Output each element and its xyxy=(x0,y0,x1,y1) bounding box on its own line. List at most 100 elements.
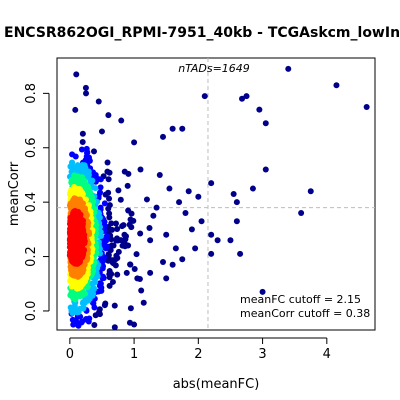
data-point xyxy=(83,90,90,97)
data-point xyxy=(105,257,112,264)
data-point xyxy=(198,218,205,225)
data-point xyxy=(131,139,138,146)
data-point xyxy=(113,237,120,244)
data-point xyxy=(195,193,202,200)
data-point xyxy=(163,275,170,282)
data-point xyxy=(78,146,85,153)
data-point xyxy=(92,312,99,319)
data-point xyxy=(333,82,340,89)
x-tick-label: 4 xyxy=(323,347,331,362)
data-point xyxy=(137,166,144,173)
data-point xyxy=(76,305,83,312)
data-point xyxy=(95,98,102,105)
data-point xyxy=(96,280,103,287)
data-point xyxy=(208,231,215,238)
data-point xyxy=(259,288,266,295)
data-point xyxy=(172,245,179,252)
data-point xyxy=(230,191,237,197)
data-point xyxy=(179,125,186,132)
data-point xyxy=(127,261,134,268)
data-point xyxy=(127,216,134,223)
plot-frame xyxy=(56,57,376,331)
data-point xyxy=(123,269,130,276)
data-point xyxy=(160,259,166,265)
data-point xyxy=(111,302,118,309)
data-point xyxy=(156,171,163,178)
data-point xyxy=(100,263,107,270)
data-points xyxy=(66,65,370,331)
data-point xyxy=(262,166,269,173)
data-point xyxy=(101,302,108,309)
data-point xyxy=(106,282,113,289)
data-point xyxy=(125,207,132,214)
data-point xyxy=(106,195,113,202)
data-point xyxy=(169,125,176,132)
data-point xyxy=(192,245,199,252)
data-point xyxy=(176,199,183,206)
data-point xyxy=(82,84,89,91)
data-point xyxy=(105,205,112,212)
data-point xyxy=(146,224,153,231)
x-tick-label: 3 xyxy=(258,347,266,362)
data-point xyxy=(105,112,112,119)
ntads-annotation: nTADs=1649 xyxy=(178,62,250,75)
data-point xyxy=(119,242,126,249)
y-axis-label: meanCorr xyxy=(7,161,22,226)
data-point xyxy=(109,278,116,285)
x-axis-label: abs(meanFC) xyxy=(173,377,260,392)
data-point xyxy=(262,120,269,127)
data-point xyxy=(147,237,154,244)
data-point xyxy=(239,95,246,102)
data-point xyxy=(88,280,95,287)
data-point xyxy=(90,172,97,179)
data-point xyxy=(227,237,234,244)
data-point xyxy=(118,117,125,124)
data-point xyxy=(285,65,292,72)
data-point xyxy=(201,93,208,100)
y-tick-label: 0.6 xyxy=(24,137,39,158)
data-point xyxy=(90,148,97,155)
data-point xyxy=(72,153,79,160)
data-point xyxy=(126,221,133,228)
data-point xyxy=(121,168,128,175)
data-point xyxy=(163,231,170,238)
axes: 0 1 2 3 4 0.0 0.2 0.4 0.6 0.8 xyxy=(24,83,331,362)
data-point xyxy=(363,103,370,110)
data-point xyxy=(131,265,138,272)
data-point xyxy=(188,226,195,233)
data-point xyxy=(133,251,140,258)
data-point xyxy=(119,223,126,230)
data-point xyxy=(117,196,124,203)
data-point xyxy=(124,182,131,189)
data-point xyxy=(169,261,176,268)
data-point xyxy=(233,199,240,206)
data-point xyxy=(105,176,112,183)
data-point xyxy=(72,106,79,113)
chart-title: ENCSR862OGI_RPMI-7951_40kb - TCGAskcm_lo… xyxy=(4,25,400,41)
data-point xyxy=(138,287,145,294)
data-point xyxy=(298,210,305,217)
data-point xyxy=(72,234,79,241)
data-point xyxy=(208,250,215,257)
data-point xyxy=(166,185,173,192)
data-point xyxy=(182,210,189,217)
y-tick-label: 0.8 xyxy=(24,83,39,104)
data-point xyxy=(137,230,144,237)
data-point xyxy=(111,324,118,331)
data-point xyxy=(96,306,103,313)
data-point xyxy=(114,225,121,232)
data-point xyxy=(73,71,80,78)
data-point xyxy=(153,204,160,211)
data-point xyxy=(160,133,166,140)
data-point xyxy=(256,106,263,113)
data-point xyxy=(105,251,112,258)
data-point xyxy=(103,233,110,240)
y-tick-label: 0.0 xyxy=(24,301,39,322)
data-point xyxy=(98,128,105,135)
data-point xyxy=(307,188,314,195)
data-point xyxy=(113,220,120,227)
y-tick-label: 0.2 xyxy=(24,246,39,267)
data-point xyxy=(143,196,150,203)
data-point xyxy=(134,275,141,282)
